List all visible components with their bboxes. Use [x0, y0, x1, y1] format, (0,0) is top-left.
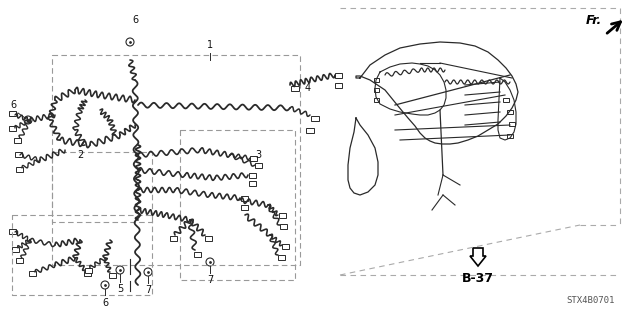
Text: 1: 1 — [207, 40, 213, 50]
Bar — [250, 155, 257, 160]
Bar — [15, 167, 22, 172]
Bar — [13, 137, 20, 143]
Bar — [509, 122, 515, 126]
Bar — [306, 128, 314, 132]
Bar — [248, 173, 255, 177]
Bar — [507, 134, 513, 138]
Bar — [84, 268, 92, 272]
Text: 7: 7 — [207, 275, 213, 285]
Bar — [335, 72, 342, 78]
Text: 5: 5 — [117, 284, 123, 294]
Text: STX4B0701: STX4B0701 — [566, 296, 615, 305]
Text: 2: 2 — [77, 150, 83, 160]
Bar — [241, 196, 248, 201]
Bar — [193, 251, 200, 256]
FancyArrow shape — [470, 248, 486, 266]
Bar — [278, 255, 285, 259]
Bar — [374, 78, 378, 82]
Bar — [15, 257, 22, 263]
Bar — [12, 247, 19, 251]
Bar — [109, 272, 115, 278]
Bar — [83, 271, 90, 276]
Text: Fr.: Fr. — [586, 13, 602, 26]
Text: 6: 6 — [132, 15, 138, 25]
Bar — [291, 85, 299, 91]
Bar — [170, 235, 177, 241]
Bar — [507, 110, 513, 114]
Text: 7: 7 — [145, 285, 151, 295]
Text: B-37: B-37 — [462, 272, 494, 285]
Bar — [8, 228, 15, 234]
Bar — [15, 152, 22, 157]
Bar — [205, 235, 211, 241]
Bar — [335, 83, 342, 87]
Bar — [255, 162, 262, 167]
Bar — [503, 98, 509, 102]
Bar — [8, 110, 15, 115]
Bar — [248, 181, 255, 186]
Bar — [29, 271, 35, 276]
Bar — [280, 224, 287, 228]
Bar — [8, 125, 15, 130]
Bar — [241, 204, 248, 210]
Text: 6: 6 — [10, 100, 16, 110]
Text: 6: 6 — [102, 298, 108, 308]
Bar — [278, 212, 285, 218]
Bar — [374, 98, 378, 102]
Text: 3: 3 — [255, 150, 261, 160]
Bar — [282, 243, 289, 249]
Text: 4: 4 — [305, 83, 311, 93]
Bar — [374, 88, 378, 92]
Bar — [311, 115, 319, 121]
